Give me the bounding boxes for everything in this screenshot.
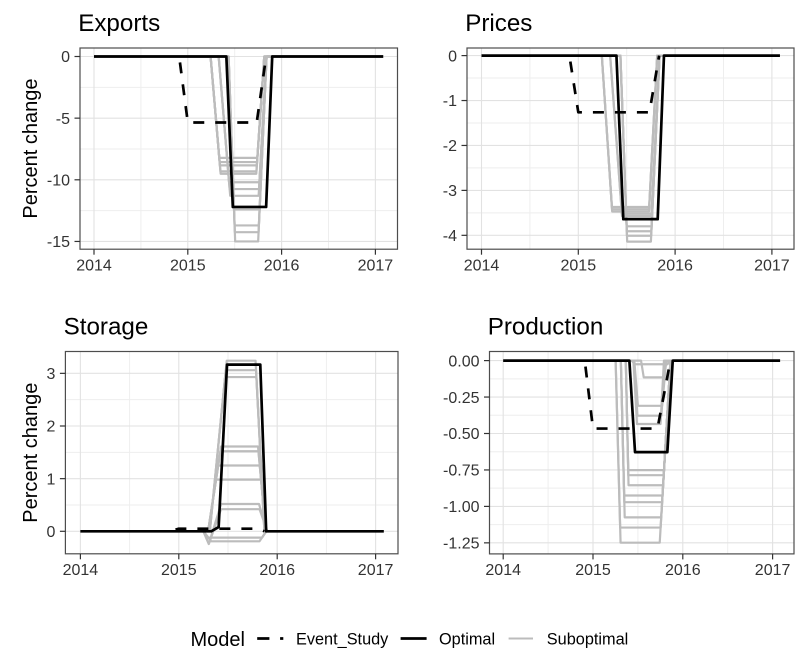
svg-text:Optimal: Optimal <box>439 630 495 648</box>
svg-text:2017: 2017 <box>754 258 790 275</box>
svg-text:0: 0 <box>46 524 55 541</box>
svg-text:Suboptimal: Suboptimal <box>547 630 628 648</box>
svg-text:-1: -1 <box>443 93 457 110</box>
svg-text:0: 0 <box>448 48 457 65</box>
svg-text:2015: 2015 <box>170 258 206 275</box>
svg-text:-2: -2 <box>443 138 457 155</box>
svg-text:-0.25: -0.25 <box>443 390 480 407</box>
svg-text:-10: -10 <box>47 173 70 190</box>
svg-text:Production: Production <box>488 314 604 341</box>
svg-text:2017: 2017 <box>755 562 791 579</box>
svg-text:2015: 2015 <box>561 258 597 275</box>
svg-text:Storage: Storage <box>64 314 149 341</box>
svg-text:2016: 2016 <box>657 258 693 275</box>
svg-text:2014: 2014 <box>63 562 99 579</box>
svg-text:2014: 2014 <box>76 258 112 275</box>
svg-text:Model: Model <box>191 629 245 651</box>
svg-text:2017: 2017 <box>358 258 394 275</box>
svg-text:-1.00: -1.00 <box>443 499 480 516</box>
svg-text:1: 1 <box>46 471 55 488</box>
svg-text:2015: 2015 <box>575 562 611 579</box>
svg-text:-4: -4 <box>443 228 457 245</box>
svg-text:-15: -15 <box>47 234 70 251</box>
svg-text:Prices: Prices <box>465 10 532 37</box>
svg-text:2016: 2016 <box>264 258 300 275</box>
svg-text:Percent change: Percent change <box>20 383 42 523</box>
svg-text:-1.25: -1.25 <box>443 536 480 553</box>
svg-text:-5: -5 <box>56 111 70 128</box>
svg-text:Event_Study: Event_Study <box>296 630 389 648</box>
svg-text:2016: 2016 <box>259 562 295 579</box>
svg-text:2017: 2017 <box>358 562 394 579</box>
svg-text:2015: 2015 <box>161 562 197 579</box>
svg-text:Exports: Exports <box>78 10 160 37</box>
svg-text:-0.75: -0.75 <box>443 463 480 480</box>
svg-text:2016: 2016 <box>665 562 701 579</box>
svg-text:2014: 2014 <box>464 258 500 275</box>
svg-text:0.00: 0.00 <box>448 353 479 370</box>
svg-text:-3: -3 <box>443 183 457 200</box>
svg-text:0: 0 <box>61 49 70 66</box>
svg-text:-0.50: -0.50 <box>443 426 480 443</box>
svg-text:2014: 2014 <box>485 562 521 579</box>
svg-text:2: 2 <box>46 419 55 436</box>
svg-text:Percent change: Percent change <box>20 79 42 219</box>
svg-text:3: 3 <box>46 366 55 383</box>
